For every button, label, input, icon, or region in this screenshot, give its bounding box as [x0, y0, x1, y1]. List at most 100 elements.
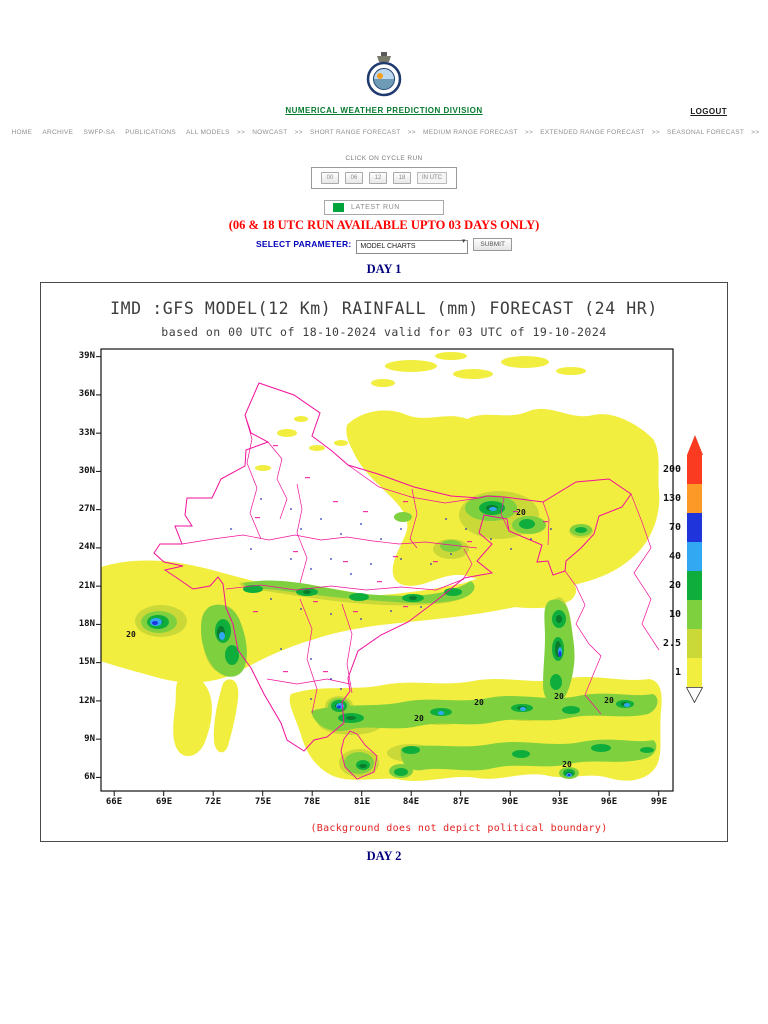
- lon-label: 69E: [155, 797, 173, 807]
- cycle-18-button[interactable]: 18: [393, 172, 411, 184]
- day1-heading: DAY 1: [366, 262, 402, 276]
- contour-label: 20: [604, 696, 614, 705]
- nav-all-models[interactable]: ALL MODELS: [186, 129, 230, 136]
- lon-label: 87E: [452, 797, 470, 807]
- lat-label: 33N: [78, 428, 95, 438]
- lat-label: 9N: [84, 734, 95, 744]
- contour-labels-layer: 20 20 20 20 20 20 20: [126, 508, 614, 769]
- nav-arrow-icon: >>: [651, 129, 660, 136]
- legend-swatch: [687, 455, 702, 484]
- lat-label: 12N: [78, 696, 95, 706]
- nav-home[interactable]: HOME: [11, 129, 33, 136]
- lat-label: 27N: [78, 504, 95, 514]
- legend-value: 10: [668, 609, 681, 620]
- lon-label: 75E: [254, 797, 272, 807]
- legend-arrow-down-icon: [686, 687, 703, 703]
- cycle-00-button[interactable]: 00: [321, 172, 339, 184]
- map-footnote: (Background does not depict political bo…: [310, 823, 608, 834]
- rainfall-map-svg: 20 20 20 20 20 20 20: [96, 348, 674, 796]
- legend-value: 2.5: [662, 638, 681, 649]
- top-nav: HOME ARCHIVE SWFP-SA PUBLICATIONS ALL MO…: [0, 129, 768, 136]
- map-title: IMD :GFS MODEL(12 Km) RAINFALL (mm) FORE…: [110, 299, 658, 318]
- lon-label: 72E: [204, 797, 222, 807]
- legend-value: 130: [662, 493, 681, 504]
- lon-label: 93E: [551, 797, 569, 807]
- lon-label: 78E: [303, 797, 321, 807]
- lat-label: 30N: [78, 466, 95, 476]
- lat-label: 39N: [78, 351, 95, 361]
- legend-value: 70: [668, 522, 681, 533]
- nav-seasonal-forecast[interactable]: SEASONAL FORECAST: [667, 129, 745, 136]
- lon-label: 81E: [353, 797, 371, 807]
- lat-label: 6N: [84, 772, 95, 782]
- state-boundaries-layer: [153, 382, 660, 780]
- contour-label: 20: [516, 508, 526, 517]
- nav-short-range-forecast[interactable]: SHORT RANGE FORECAST: [309, 129, 401, 136]
- submit-button[interactable]: SUBMIT: [473, 237, 512, 251]
- legend-swatch: [687, 542, 702, 571]
- cycle-12-button[interactable]: 12: [369, 172, 387, 184]
- imd-logo-icon: [364, 52, 404, 103]
- nav-nowcast[interactable]: NOWCAST: [252, 129, 288, 136]
- nav-arrow-icon: >>: [751, 129, 760, 136]
- cycle-run-caption: CLICK ON CYCLE RUN: [345, 155, 423, 162]
- lon-label: 96E: [600, 797, 618, 807]
- nav-extended-range-forecast[interactable]: EXTENDED RANGE FORECAST: [540, 129, 645, 136]
- legend-colorbar: [686, 435, 703, 703]
- legend-value: 200: [662, 464, 681, 475]
- rainfall-map: 20 20 20 20 20 20 20: [96, 348, 674, 796]
- cycle-run-group: 00 06 12 18 IN UTC: [311, 167, 457, 189]
- map-subtitle: based on 00 UTC of 18-10-2024 valid for …: [161, 325, 607, 339]
- contour-label: 20: [562, 760, 572, 769]
- cycle-unit-label: IN UTC: [417, 172, 447, 184]
- lat-label: 21N: [78, 581, 95, 591]
- division-title-link[interactable]: NUMERICAL WEATHER PREDICTION DIVISION: [285, 106, 483, 115]
- nav-arrow-icon: >>: [407, 129, 416, 136]
- nav-arrow-icon: >>: [294, 129, 303, 136]
- lon-label: 84E: [402, 797, 420, 807]
- station-marks-layer: [230, 498, 552, 700]
- day2-heading: DAY 2: [366, 849, 402, 863]
- parameter-row: SELECT PARAMETER: MODEL CHARTS ▾ SUBMIT: [0, 235, 768, 254]
- lat-label: 24N: [78, 542, 95, 552]
- rainfall-legend: 200 130 70 40 20 10 2.5 1: [655, 435, 703, 703]
- contour-label: 20: [126, 630, 136, 639]
- select-parameter-label: SELECT PARAMETER:: [256, 239, 352, 250]
- legend-value: 1: [674, 667, 681, 678]
- nav-arrow-icon: >>: [236, 129, 246, 136]
- lat-label: 36N: [78, 389, 95, 399]
- nav-publications[interactable]: PUBLICATIONS: [125, 129, 177, 136]
- run-availability-notice: (06 & 18 UTC RUN AVAILABLE UPTO 03 DAYS …: [228, 218, 540, 232]
- nav-swfp-sa[interactable]: SWFP-SA: [83, 129, 116, 136]
- legend-swatch: [687, 484, 702, 513]
- legend-swatch: [687, 600, 702, 629]
- legend-swatch: [687, 513, 702, 542]
- legend-arrow-up-icon: [686, 435, 703, 455]
- legend-swatch: [687, 629, 702, 658]
- lon-label: 99E: [650, 797, 668, 807]
- contour-label: 20: [474, 698, 484, 707]
- logout-link[interactable]: LOGOUT: [690, 107, 727, 116]
- parameter-select[interactable]: MODEL CHARTS: [356, 239, 469, 254]
- latest-run-label: LATEST RUN: [351, 204, 400, 211]
- latest-run-swatch: [333, 203, 344, 212]
- legend-swatch: [687, 571, 702, 600]
- lon-label: 90E: [501, 797, 519, 807]
- legend-value: 40: [668, 551, 681, 562]
- axes-frame: [96, 348, 674, 796]
- nav-medium-range-forecast[interactable]: MEDIUM RANGE FORECAST: [423, 129, 518, 136]
- lat-label: 18N: [78, 619, 95, 629]
- legend-value: 20: [668, 580, 681, 591]
- nav-arrow-icon: >>: [524, 129, 534, 136]
- forecast-map-panel: IMD :GFS MODEL(12 Km) RAINFALL (mm) FORE…: [40, 282, 728, 842]
- lon-label: 66E: [105, 797, 123, 807]
- contour-label: 20: [554, 692, 564, 701]
- legend-values: 200 130 70 40 20 10 2.5 1: [655, 435, 681, 703]
- legend-swatch: [687, 658, 702, 687]
- latest-run-indicator: LATEST RUN: [324, 200, 444, 215]
- contour-label: 20: [414, 714, 424, 723]
- nav-archive[interactable]: ARCHIVE: [42, 129, 74, 136]
- cycle-06-button[interactable]: 06: [345, 172, 363, 184]
- rainfall-shading-layer: 20 20 20 20 20 20 20: [101, 352, 662, 781]
